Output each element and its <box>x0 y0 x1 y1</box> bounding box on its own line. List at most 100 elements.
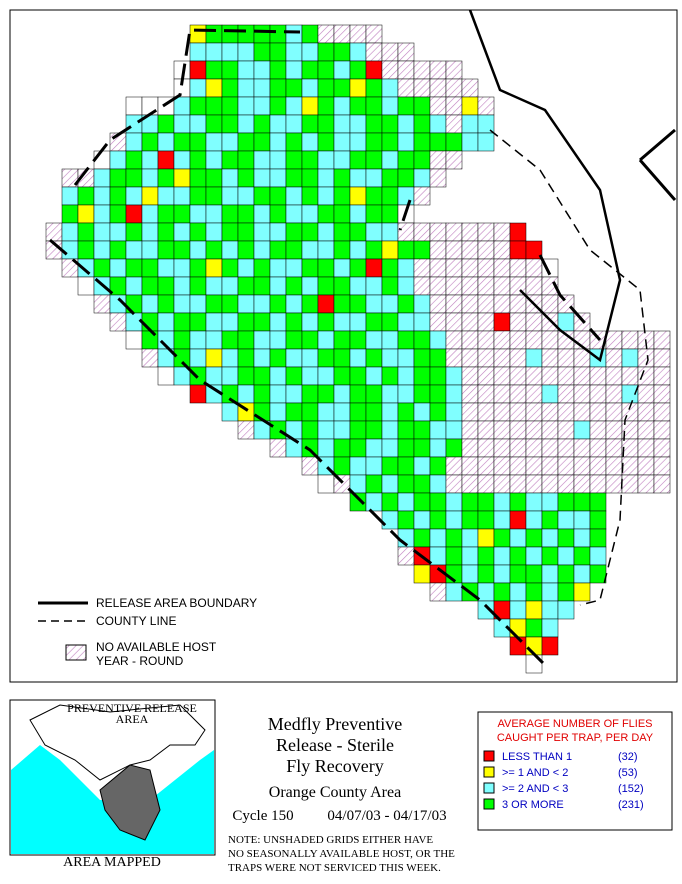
title: Release - Sterile <box>276 735 394 755</box>
grid-cell <box>301 132 319 152</box>
grid-cell <box>109 204 127 224</box>
grid-cell <box>221 96 239 116</box>
grid-cell <box>349 330 367 350</box>
grid-cell <box>205 366 223 386</box>
grid-cell <box>109 150 127 170</box>
grid-cell <box>541 582 559 602</box>
grid-cell <box>317 348 335 368</box>
grid-cell <box>205 204 223 224</box>
title: Fly Recovery <box>286 756 383 776</box>
grid-cell <box>461 456 479 476</box>
grid-cell <box>269 24 287 44</box>
grid-cell <box>285 348 303 368</box>
grid-cell <box>173 168 191 188</box>
grid-cell <box>205 168 223 188</box>
grid-cell <box>509 240 527 260</box>
grid-cell <box>429 294 447 314</box>
grid-cell <box>365 384 383 404</box>
grid-cell <box>93 150 111 170</box>
grid-cell <box>365 150 383 170</box>
grid-cell <box>509 600 527 620</box>
grid-cell <box>637 402 655 422</box>
grid-cell <box>493 528 511 548</box>
grid-cell <box>189 60 207 80</box>
grid-cell <box>157 150 175 170</box>
grid-cell <box>221 24 239 44</box>
grid-cell <box>381 474 399 494</box>
grid-cell <box>461 258 479 278</box>
grid-cell <box>493 294 511 314</box>
grid-cell <box>269 240 287 260</box>
grid-cell <box>157 366 175 386</box>
grid-cell <box>525 366 543 386</box>
grid-cell <box>285 42 303 62</box>
grid-cell <box>477 294 495 314</box>
grid-cell <box>221 258 239 278</box>
grid-cell <box>525 528 543 548</box>
grid-cell <box>221 132 239 152</box>
grid-cell <box>429 492 447 512</box>
grid-cell <box>653 474 671 494</box>
grid-cell <box>589 510 607 530</box>
grid-cell <box>365 276 383 296</box>
grid-cell <box>525 384 543 404</box>
grid-cell <box>237 276 255 296</box>
grid-cell <box>221 42 239 62</box>
grid-cell <box>125 222 143 242</box>
grid-cell <box>429 258 447 278</box>
grid-cell <box>445 78 463 98</box>
grid-cell <box>157 186 175 206</box>
grid-cell <box>157 222 175 242</box>
grid-cell <box>253 312 271 332</box>
grid-cell <box>461 366 479 386</box>
grid-cell <box>397 510 415 530</box>
grid-cell <box>477 402 495 422</box>
grid-cell <box>349 258 367 278</box>
grid-cell <box>189 168 207 188</box>
grid-cell <box>509 456 527 476</box>
area: Orange County Area <box>269 784 401 801</box>
grid-cell <box>349 114 367 134</box>
grid-cell <box>461 330 479 350</box>
grid-cell <box>445 132 463 152</box>
grid-cell <box>189 222 207 242</box>
grid-cell <box>173 258 191 278</box>
grid-cell <box>557 384 575 404</box>
grid-cell <box>333 204 351 224</box>
grid-cell <box>125 186 143 206</box>
grid-cell <box>349 24 367 44</box>
grid-cell <box>653 330 671 350</box>
grid-cell <box>333 330 351 350</box>
grid-cell <box>317 312 335 332</box>
inset-outline <box>29 704 206 781</box>
grid-cell <box>541 384 559 404</box>
grid-cell <box>621 456 639 476</box>
grid-cell <box>557 420 575 440</box>
grid-cell <box>221 168 239 188</box>
grid-cell <box>365 60 383 80</box>
grid-cell <box>365 492 383 512</box>
legend-label: LESS THAN 1 <box>502 751 572 763</box>
grid-cell <box>301 402 319 422</box>
grid-cell <box>269 42 287 62</box>
grid-cell <box>349 384 367 404</box>
grid-cell <box>541 348 559 368</box>
grid-cell <box>413 186 431 206</box>
grid-cell <box>397 492 415 512</box>
grid-cell <box>429 582 447 602</box>
grid-cell <box>493 366 511 386</box>
grid-cell <box>637 456 655 476</box>
grid-cell <box>269 402 287 422</box>
grid-cell <box>461 96 479 116</box>
grid-cell <box>429 96 447 116</box>
grid-cell <box>445 582 463 602</box>
grid-cell <box>637 474 655 494</box>
grid-cell <box>333 222 351 242</box>
grid-cell <box>221 222 239 242</box>
grid-cell <box>525 510 543 530</box>
grid-cell <box>573 546 591 566</box>
grid-cell <box>413 78 431 98</box>
grid-cell <box>333 456 351 476</box>
grid-cell <box>589 438 607 458</box>
grid-cell <box>477 492 495 512</box>
